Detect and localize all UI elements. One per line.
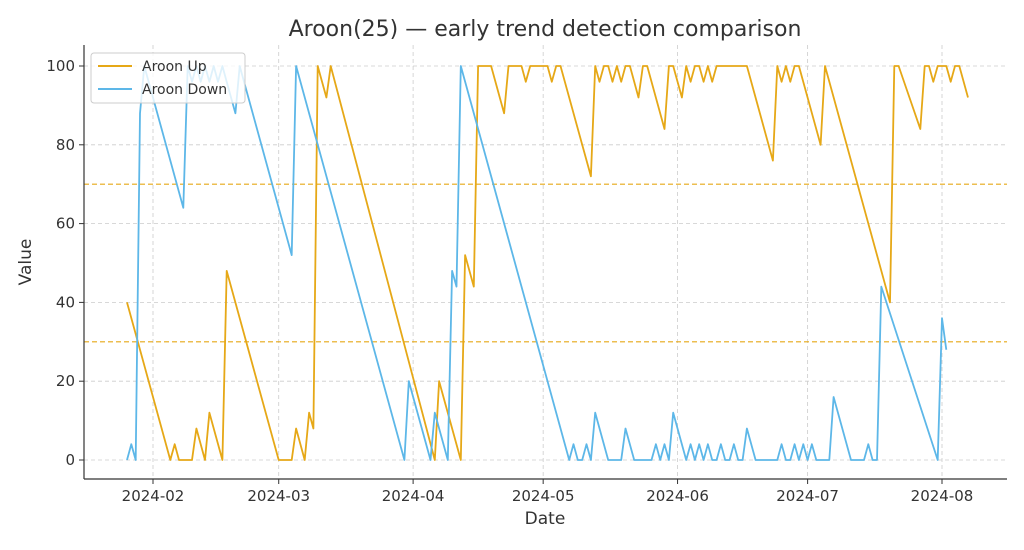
- y-tick-label: 100: [46, 57, 75, 75]
- x-axis-label: Date: [525, 509, 566, 529]
- axes: [83, 45, 1007, 480]
- grid-lines: [84, 45, 1007, 479]
- x-axis-ticks: 2024-02 2024-03 2024-04 2024-05 2024-06 2024-…: [122, 479, 974, 505]
- legend-label-aroon-up: Aroon Up: [142, 59, 207, 75]
- chart-title: Aroon(25) — early trend detection compar…: [289, 17, 802, 42]
- x-tick-label: 2024-06: [646, 487, 709, 505]
- y-tick-label: 20: [56, 372, 75, 390]
- x-tick-label: 2024-04: [382, 487, 445, 505]
- x-tick-label: 2024-02: [122, 487, 185, 505]
- x-tick-label: 2024-08: [911, 487, 974, 505]
- y-axis-label: Value: [16, 239, 36, 286]
- chart-legend: Aroon Up Aroon Down: [90, 52, 246, 104]
- x-tick-label: 2024-03: [247, 487, 310, 505]
- legend-label-aroon-down: Aroon Down: [142, 82, 227, 98]
- y-tick-label: 60: [56, 215, 75, 233]
- x-tick-label: 2024-05: [512, 487, 575, 505]
- y-axis-ticks: 0 20 40 60 80 100: [46, 57, 84, 469]
- x-tick-label: 2024-07: [776, 487, 839, 505]
- threshold-lines: [84, 183, 1007, 343]
- series-line-aroon-up: [126, 65, 969, 461]
- y-tick-label: 80: [56, 136, 75, 154]
- series-line-aroon-down: [126, 65, 948, 461]
- y-tick-label: 40: [56, 293, 75, 311]
- y-tick-label: 0: [65, 451, 75, 469]
- data-series: [126, 65, 969, 461]
